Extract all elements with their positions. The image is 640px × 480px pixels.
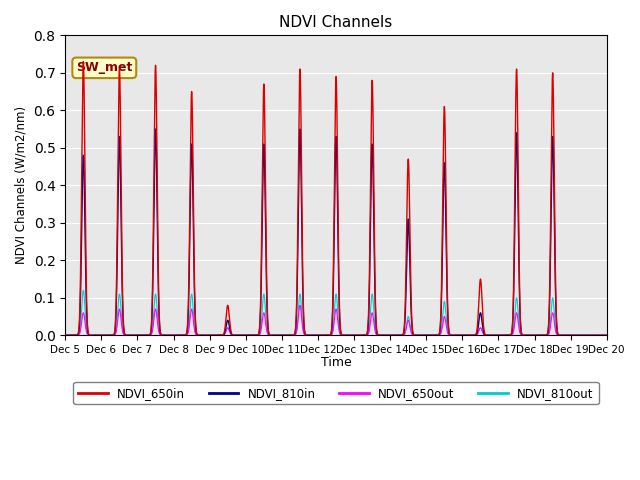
Title: NDVI Channels: NDVI Channels bbox=[280, 15, 392, 30]
Y-axis label: NDVI Channels (W/m2/nm): NDVI Channels (W/m2/nm) bbox=[15, 106, 28, 264]
Legend: NDVI_650in, NDVI_810in, NDVI_650out, NDVI_810out: NDVI_650in, NDVI_810in, NDVI_650out, NDV… bbox=[74, 382, 598, 404]
X-axis label: Time: Time bbox=[321, 357, 351, 370]
Text: SW_met: SW_met bbox=[76, 61, 132, 74]
